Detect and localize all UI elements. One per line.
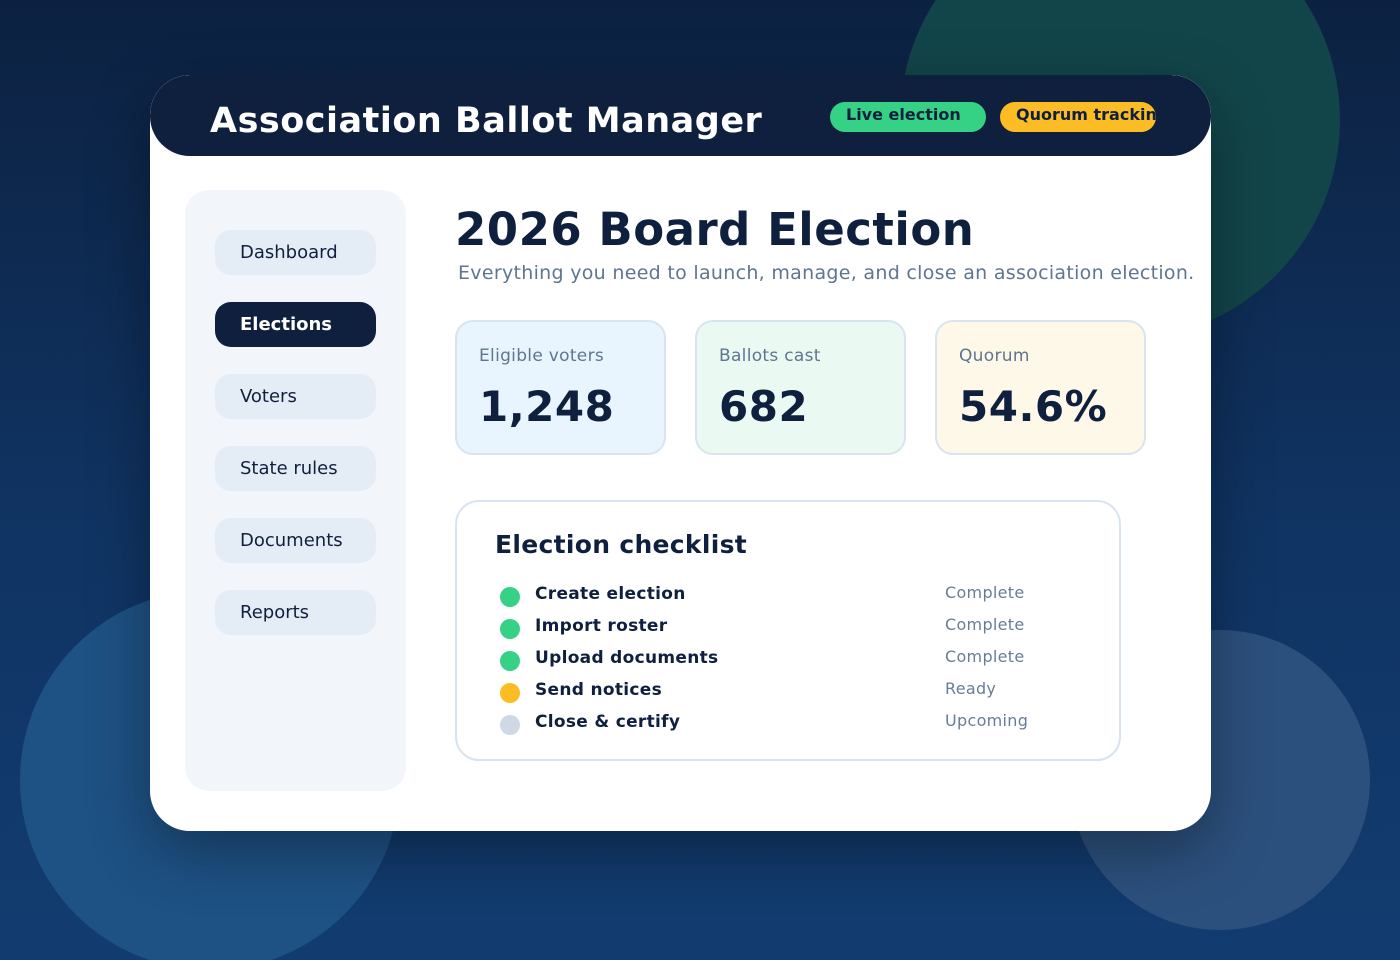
app-title: Association Ballot Manager	[210, 101, 763, 141]
checklist-item: Create election Complete	[457, 581, 1119, 607]
checklist-item: Upload documents Complete	[457, 645, 1119, 671]
stat-label: Quorum	[959, 346, 1030, 366]
checklist-item-label: Close & certify	[535, 712, 681, 732]
checklist-item-status: Complete	[945, 615, 1025, 634]
checklist-item-label: Create election	[535, 584, 686, 604]
stat-value: 682	[719, 382, 809, 431]
status-dot-icon	[500, 683, 520, 703]
page-subtitle: Everything you need to launch, manage, a…	[458, 262, 1195, 284]
stat-value: 54.6%	[959, 382, 1108, 431]
sidebar-item-dashboard[interactable]: Dashboard	[215, 230, 376, 275]
checklist-item-status: Upcoming	[945, 711, 1029, 730]
stat-card-quorum: Quorum 54.6%	[935, 320, 1146, 455]
status-dot-icon	[500, 619, 520, 639]
sidebar-item-state-rules[interactable]: State rules	[215, 446, 376, 491]
status-dot-icon	[500, 715, 520, 735]
checklist-item-status: Ready	[945, 679, 997, 698]
stat-card-eligible-voters: Eligible voters 1,248	[455, 320, 666, 455]
checklist-item: Send notices Ready	[457, 677, 1119, 703]
page-title: 2026 Board Election	[455, 203, 975, 256]
status-dot-icon	[500, 587, 520, 607]
checklist-title: Election checklist	[495, 530, 748, 559]
checklist-item-status: Complete	[945, 647, 1025, 666]
election-checklist: Election checklist Create election Compl…	[455, 500, 1121, 761]
sidebar-item-documents[interactable]: Documents	[215, 518, 376, 563]
app-window: Association Ballot Manager Live election…	[150, 75, 1211, 831]
quorum-tracking-badge: Quorum tracking	[1000, 102, 1156, 132]
sidebar-item-reports[interactable]: Reports	[215, 590, 376, 635]
stat-label: Eligible voters	[479, 346, 605, 366]
sidebar: Dashboard Elections Voters State rules D…	[185, 190, 406, 791]
stat-card-ballots-cast: Ballots cast 682	[695, 320, 906, 455]
checklist-item-label: Import roster	[535, 616, 668, 636]
stat-value: 1,248	[479, 382, 615, 431]
header-bar: Association Ballot Manager Live election…	[150, 75, 1211, 156]
checklist-item-label: Upload documents	[535, 648, 719, 668]
sidebar-item-elections[interactable]: Elections	[215, 302, 376, 347]
sidebar-item-voters[interactable]: Voters	[215, 374, 376, 419]
checklist-item: Import roster Complete	[457, 613, 1119, 639]
stat-label: Ballots cast	[719, 346, 821, 366]
checklist-item: Close & certify Upcoming	[457, 709, 1119, 735]
checklist-item-status: Complete	[945, 583, 1025, 602]
checklist-item-label: Send notices	[535, 680, 663, 700]
live-election-badge: Live election	[830, 102, 986, 132]
status-dot-icon	[500, 651, 520, 671]
